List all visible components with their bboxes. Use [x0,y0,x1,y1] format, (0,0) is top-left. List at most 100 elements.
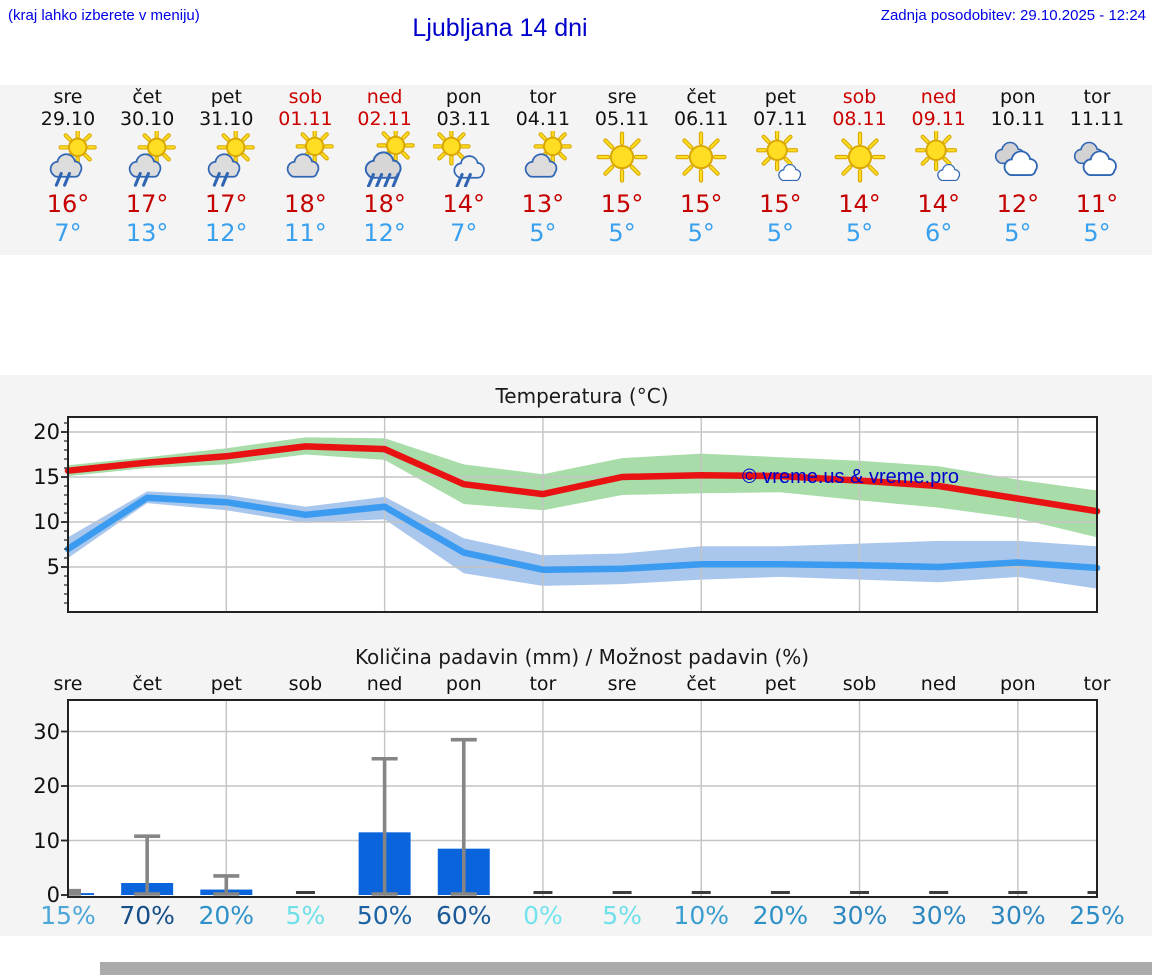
day-name: tor [529,86,557,108]
day-date: 11.11 [1069,108,1125,130]
high-temp: 11° [1075,190,1119,218]
precip-day-label: sob [288,673,323,695]
day-column: tor 04.11 13° 5° [503,86,583,247]
precip-probability-label: 30% [910,901,967,930]
precip-probability-label: 70% [119,901,175,930]
low-temp: 5° [1004,219,1032,247]
precip-probability-label: 25% [1069,901,1125,930]
sun-left-cloud-rain-icon [432,131,485,187]
day-name: čet [686,86,717,108]
day-name: sre [53,86,83,108]
weather-icon-wrap [107,130,187,189]
day-column: čet 06.11 15° 5° [661,86,741,247]
precip-probability-label: 30% [990,901,1046,930]
sun-cloud-heavyrain-icon [364,131,415,187]
precip-day-label: ned [366,673,403,695]
cloudy-icon [1073,141,1117,176]
day-column: pon 03.11 14° 7° [424,86,504,247]
day-date: 06.11 [674,108,729,130]
precip-probability-label: 60% [435,901,492,930]
weather-icon-wrap [503,130,583,189]
sun-cloud-rain-icon [208,131,256,187]
precip-probability-label: 5% [602,901,642,930]
day-date: 09.11 [911,108,966,130]
day-date: 02.11 [357,108,412,130]
high-temp: 15° [600,190,644,218]
day-name: pet [210,86,242,108]
day-column: pet 07.11 15° 5° [740,86,820,247]
precip-probability-label: 30% [831,901,888,930]
weather-icon-wrap [186,130,266,189]
precip-day-label: sre [53,673,83,695]
low-temp: 5° [529,219,557,247]
precip-probability-label: 20% [752,901,809,930]
weather-icon-wrap [345,130,425,189]
day-name: sob [842,86,877,108]
low-temp: 7° [450,219,478,247]
temp-y-tick-label: 5 [46,555,60,579]
sun-cloud-rain-icon [49,131,97,187]
weather-icon-wrap [424,130,504,189]
sun-icon [834,131,886,183]
watermark: © vreme.us & vreme.pro [742,466,960,488]
precip-probability-label: 20% [198,901,255,930]
precip-day-label: pon [999,673,1036,695]
day-date: 10.11 [990,108,1046,130]
day-name: pon [999,86,1036,108]
precipitation-chart-title: Količina padavin (mm) / Možnost padavin … [354,645,810,669]
day-date: 03.11 [436,108,491,130]
day-name: pet [764,86,796,108]
high-temp: 14° [917,190,960,218]
high-temp: 15° [679,190,723,218]
weather-icon-wrap [28,130,108,189]
day-date: 08.11 [832,108,887,130]
temperature-chart-title: Temperatura (°C) [495,384,669,408]
high-temp: 14° [838,190,881,218]
weather-icon-wrap [582,130,662,189]
sun-icon [596,131,648,183]
low-temp: 5° [608,219,636,247]
day-name: ned [920,86,957,108]
precip-probability-label: 0% [523,901,563,930]
sun-cloud-icon [524,131,572,178]
day-column: sre 29.10 16° 7° [28,86,108,247]
sun-icon [675,131,727,183]
high-temp: 16° [46,190,90,218]
weather-icon-wrap [265,130,345,189]
weather-icon-wrap [820,130,900,189]
day-date: 29.10 [40,108,96,130]
precip-day-label: pet [764,673,796,695]
precip-day-label: sob [842,673,877,695]
day-name: ned [366,86,403,108]
day-column: pet 31.10 17° 12° [186,86,266,247]
sun-smallcloud-icon [756,131,802,182]
horizontal-scrollbar[interactable] [100,962,1152,975]
high-temp: 17° [125,190,169,218]
low-temp: 13° [125,219,169,247]
day-column: sob 01.11 18° 11° [265,86,345,247]
precip-day-label: čet [132,673,162,695]
day-column: tor 11.11 11° 5° [1057,86,1137,247]
day-date: 07.11 [753,108,808,130]
low-temp: 12° [205,219,248,247]
low-temp: 6° [925,219,953,247]
precip-day-label: čet [686,673,717,695]
weather-icon-wrap [661,130,741,189]
high-temp: 17° [205,190,248,218]
high-temp: 14° [442,190,486,218]
sun-smallcloud-icon [914,131,960,182]
day-column: čet 30.10 17° 13° [107,86,187,247]
precip-probability-label: 5% [285,901,326,930]
precip-y-tick-label: 20 [33,774,60,798]
precip-probability-label: 50% [356,901,413,930]
precip-y-tick-label: 30 [33,719,60,744]
cloudy-icon [994,141,1038,176]
high-temp: 12° [996,190,1040,218]
menu-hint: (kraj lahko izberete v meniju) [8,7,200,24]
day-column: sob 08.11 14° 5° [820,86,900,247]
weather-icon-wrap [899,130,979,189]
day-name: sre [607,86,637,108]
precip-y-tick-label: 10 [33,828,60,853]
page-title: Ljubljana 14 dni [412,14,588,42]
low-temp: 5° [1083,219,1111,247]
